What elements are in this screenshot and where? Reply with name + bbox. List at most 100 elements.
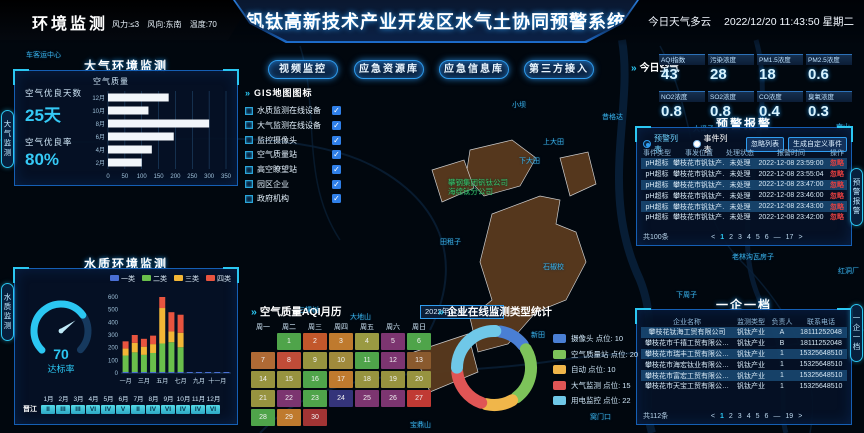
calendar-day-cell[interactable]: 15 [277,371,301,388]
pager-next[interactable]: > [798,233,803,241]
calendar-day-cell[interactable]: 27 [407,390,431,407]
water-legend-item[interactable]: 三类 [174,274,199,284]
pager-page[interactable]: 2 [728,412,733,420]
pager-page[interactable]: 2 [729,233,734,241]
calendar-day-cell[interactable]: 30 [303,409,327,426]
water-grade-cell[interactable]: VI [86,404,100,414]
water-grade-cell[interactable]: II [41,404,55,414]
water-grade-cell[interactable]: II [131,404,145,414]
calendar-day-cell[interactable]: 9 [303,352,327,369]
layer-checkbox[interactable]: ✓ [332,194,341,204]
pager-next[interactable]: > [798,412,803,420]
map-button-2[interactable]: 应急资源库 [354,60,424,79]
table-row[interactable]: pH超标 攀枝花市钒钛产… 未处理 2022-12-08 23:47:00 忽略 [641,179,847,191]
calendar-day-cell[interactable]: 16 [303,371,327,388]
layer-checkbox[interactable]: ✓ [332,120,341,130]
pager-page[interactable]: 5 [755,233,760,241]
pager-page[interactable]: 3 [738,233,742,241]
water-grade-cell[interactable]: VI [206,404,220,414]
table-row[interactable]: pH超标 攀枝花市钒钛产… 未处理 2022-12-08 23:46:00 忽略 [645,192,844,200]
calendar-day-cell[interactable]: 24 [329,390,353,407]
pager-page[interactable]: 1 [719,412,724,420]
pager-page[interactable]: 6 [764,412,769,420]
calendar-day-cell[interactable]: 25 [355,390,379,407]
donut-legend-item[interactable]: 用电监控 点位: 22 [553,393,638,409]
map-button-1[interactable]: 视频监控 [268,60,338,79]
calendar-day-cell[interactable]: 18 [355,371,379,388]
water-grade-row[interactable]: 晋江 II III III VI IV V II IV VI IV IV VI [23,404,221,414]
table-row[interactable]: 攀枝花市海宏钛业有限公… 钒钛产业 1 15325648510 [645,361,843,369]
table-row[interactable]: pH超标 攀枝花市钒钛产… 未处理 2022-12-08 23:59:00 忽略 [641,158,847,169]
water-legend-item[interactable]: 二类 [142,274,167,284]
alarm-tab-label[interactable]: 预警列表 [654,134,678,154]
pager-page[interactable]: 3 [737,412,742,420]
calendar-day-cell[interactable]: 4 [355,333,379,350]
calendar-day-cell[interactable]: 20 [407,371,431,388]
water-grade-cell[interactable]: III [71,404,85,414]
pager-page[interactable]: 19 [785,412,794,420]
layer-checkbox[interactable]: ✓ [332,150,341,160]
donut-legend-item[interactable]: 空气质量站 点位: 20 [553,347,638,363]
calendar-day-cell[interactable]: 10 [329,352,353,369]
table-row[interactable]: 攀枝花钛海工贸有限公司 钒钛产业 A 18111252048 [641,327,847,338]
alarm-action-button[interactable]: 生成自定义事件 [788,136,847,152]
alarm-tab-radio[interactable] [643,140,651,148]
water-grade-cell[interactable]: VI [161,404,175,414]
calendar-day-cell[interactable]: 28 [251,409,275,426]
water-grade-cell[interactable]: IV [146,404,160,414]
pager-page[interactable]: 6 [764,233,769,241]
pager-page[interactable]: 4 [746,412,751,420]
calendar-day-cell[interactable]: 5 [381,333,405,350]
alarm-tab-label[interactable]: 事件列表 [703,134,728,154]
table-row[interactable]: 攀枝花市千禧工贸有限公… 钒钛产业 B 18111252048 [645,339,842,348]
donut-legend-item[interactable]: 摄像头 点位: 10 [553,331,638,347]
pager-page[interactable]: 1 [720,233,725,241]
water-grade-cell[interactable]: IV [101,404,115,414]
map-button-3[interactable]: 应急信息库 [439,60,509,79]
calendar-day-cell[interactable]: 1 [277,333,301,350]
calendar-day-cell[interactable]: 23 [303,390,327,407]
layer-checkbox[interactable]: ✓ [332,165,341,174]
calendar-day-cell[interactable]: 21 [251,390,275,407]
calendar-day-cell[interactable]: 8 [277,352,301,369]
table-row[interactable]: pH超标 攀枝花市钒钛产… 未处理 2022-12-08 23:55:04 忽略 [645,170,844,179]
calendar-month-select[interactable]: 2022年11月 ∨ [420,305,504,319]
pager-page[interactable]: 5 [755,412,760,420]
calendar-day-cell[interactable]: 22 [277,390,301,407]
donut-legend-item[interactable]: 大气监测 点位: 15 [553,378,638,394]
edge-tab-air-monitor[interactable]: 大气监测 [1,110,14,168]
calendar-day-cell[interactable]: 29 [277,409,301,426]
water-grade-cell[interactable]: III [56,404,70,414]
calendar-day-cell[interactable]: 2 [303,333,327,350]
water-legend-item[interactable]: 一类 [110,274,135,284]
water-grade-cell[interactable]: IV [176,404,190,414]
water-grade-cell[interactable]: V [116,404,130,414]
alarm-action-button[interactable]: 忽略列表 [746,136,784,152]
calendar-day-cell[interactable]: 3 [329,333,353,350]
edge-tab-alarm[interactable]: 预警报警 [850,168,863,226]
edge-tab-water-monitor[interactable]: 水质监测 [1,283,14,341]
calendar-day-cell[interactable]: 11 [355,352,379,369]
calendar-day-cell[interactable]: 26 [381,390,405,407]
layer-checkbox[interactable]: ✓ [332,135,341,145]
water-grade-cell[interactable]: IV [191,404,205,414]
calendar-day-cell[interactable]: 14 [251,371,275,388]
pager-prev[interactable]: < [710,412,715,420]
calendar-day-cell[interactable]: 13 [407,352,431,369]
calendar-day-cell[interactable]: 12 [381,352,405,369]
pager-page[interactable]: 4 [746,233,751,241]
table-row[interactable]: pH超标 攀枝花市钒钛产… 未处理 2022-12-08 23:43:00 忽略 [641,201,847,212]
pager-prev[interactable]: < [711,233,716,241]
calendar-day-cell[interactable]: 6 [407,333,431,350]
layer-checkbox[interactable]: ✓ [332,106,341,116]
layer-checkbox[interactable]: ✓ [332,179,341,189]
table-row[interactable]: 攀枝花市富宏工贸有限公… 钒钛产业 1 15325648510 [641,370,847,381]
donut-legend-item[interactable]: 自动 点位: 10 [553,362,638,378]
table-row[interactable]: 攀枝花市瑞丰工贸有限公… 钒钛产业 1 15325648510 [641,348,847,360]
table-row[interactable]: 攀枝花市天宝工贸有限公… 钒钛产业 1 15325648510 [645,382,843,391]
calendar-day-cell[interactable]: 17 [329,371,353,388]
map-button-4[interactable]: 第三方接入 [524,60,594,79]
calendar-day-cell[interactable]: 7 [251,352,275,369]
calendar-day-cell[interactable]: 19 [381,371,405,388]
water-legend-item[interactable]: 四类 [206,274,231,284]
